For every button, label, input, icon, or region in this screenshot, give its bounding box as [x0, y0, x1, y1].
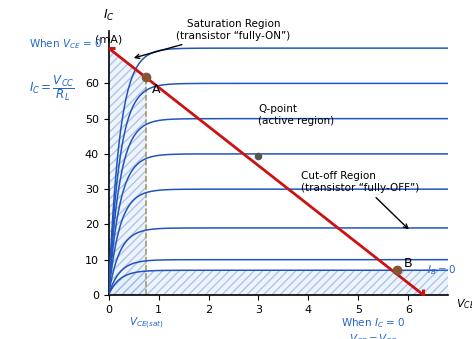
Text: $I_C$: $I_C$ — [103, 8, 114, 23]
Text: $V_{CE} = V_{CC}$: $V_{CE} = V_{CC}$ — [349, 332, 398, 339]
Text: Cut-off Region
(transistor “fully-OFF”): Cut-off Region (transistor “fully-OFF”) — [301, 171, 419, 228]
Text: (mA): (mA) — [95, 34, 122, 44]
Text: Saturation Region
(transistor “fully-ON”): Saturation Region (transistor “fully-ON”… — [135, 19, 291, 58]
Text: $V_{CE(sat)}$: $V_{CE(sat)}$ — [128, 316, 163, 332]
Text: B: B — [404, 257, 412, 271]
Text: A: A — [152, 83, 160, 96]
Text: When $I_C$ = 0: When $I_C$ = 0 — [341, 316, 406, 330]
Text: $V_{CE}$(V): $V_{CE}$(V) — [456, 297, 472, 311]
Text: When $V_{CE}$ = 0: When $V_{CE}$ = 0 — [29, 38, 102, 52]
Text: $I_B = 0$: $I_B = 0$ — [428, 263, 456, 277]
Text: Q-point
(active region): Q-point (active region) — [259, 104, 335, 126]
Text: $I_C = \dfrac{V_{CC}}{R_L}$: $I_C = \dfrac{V_{CC}}{R_L}$ — [29, 73, 75, 103]
